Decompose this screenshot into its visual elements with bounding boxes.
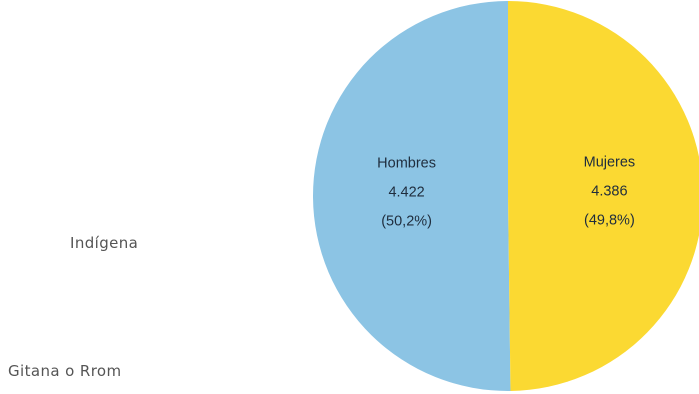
slice-percent-label-mujeres: (49,8%) — [584, 212, 635, 228]
pie-slice-mujeres — [508, 1, 699, 391]
pie-slice-hombres — [312, 1, 511, 391]
slice-name-label-mujeres: Mujeres — [584, 154, 636, 170]
slice-value-label-hombres: 4.422 — [388, 185, 424, 201]
slice-percent-label-hombres: (50,2%) — [381, 214, 432, 230]
slice-value-label-mujeres: 4.386 — [591, 183, 627, 199]
category-label-gitana-o-rrom: Gitana o Rrom — [8, 362, 122, 380]
category-label-indigena: Indígena — [70, 234, 139, 252]
slice-name-label-hombres: Hombres — [377, 156, 436, 172]
